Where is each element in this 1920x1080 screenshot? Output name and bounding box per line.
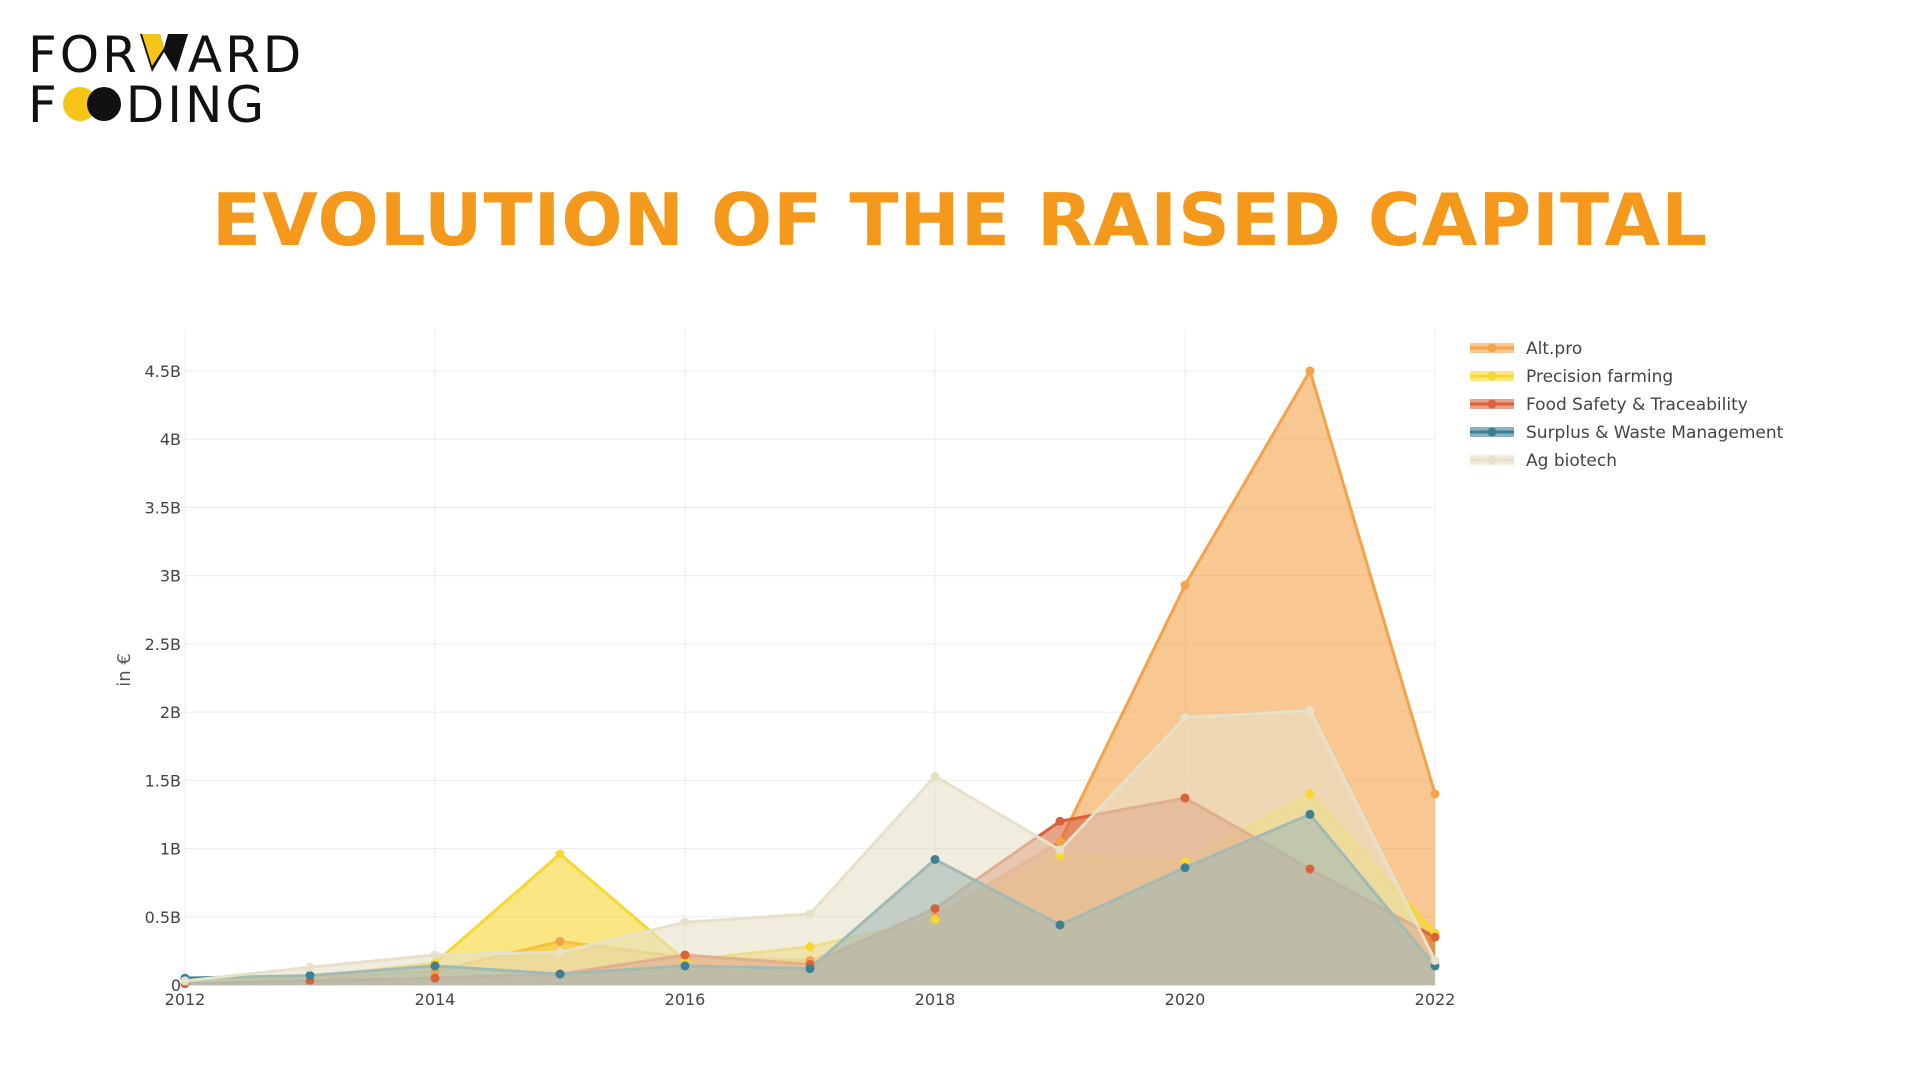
- logo-line-2: F DING: [28, 80, 267, 134]
- data-point-2-2: [431, 974, 440, 983]
- legend: Alt.pro Precision farming Food Safety & Tr…: [1470, 339, 1784, 471]
- data-point-2-10: [1431, 933, 1440, 942]
- legend-label: Precision farming: [1526, 367, 1673, 387]
- raised-capital-area-chart: 2012 2014 2016 2018 2020 2022 00.5B1B1.5B2B2.…: [0, 300, 1920, 1040]
- data-point-2-9: [1306, 865, 1315, 874]
- legend-swatch-marker: [1488, 372, 1497, 381]
- logo-text-f: F: [28, 76, 60, 134]
- x-tick-label: 2014: [415, 990, 456, 1009]
- data-point-2-6: [931, 904, 940, 913]
- data-point-1-6: [931, 915, 940, 924]
- x-tick-label: 2016: [665, 990, 706, 1009]
- data-point-0-10: [1431, 789, 1440, 798]
- data-point-3-3: [556, 970, 565, 979]
- logo-text-ding: DING: [126, 76, 267, 134]
- forward-fooding-logo: FOR ARD F DING: [28, 30, 328, 130]
- legend-label: Alt.pro: [1526, 339, 1582, 359]
- data-point-1-5: [806, 942, 815, 951]
- x-tick-label: 2018: [915, 990, 956, 1009]
- legend-label: Surplus & Waste Management: [1526, 423, 1784, 443]
- x-tick-label: 2020: [1165, 990, 1206, 1009]
- data-point-4-6: [931, 772, 940, 781]
- data-point-4-0: [181, 976, 190, 985]
- legend-label: Ag biotech: [1526, 451, 1617, 471]
- data-point-0-7: [1056, 837, 1065, 846]
- data-point-4-1: [306, 963, 315, 972]
- y-tick-label: 2B: [160, 703, 181, 722]
- y-tick-label: 3.5B: [145, 498, 181, 517]
- legend-swatch-marker: [1488, 456, 1497, 465]
- legend-item-0[interactable]: Alt.pro: [1470, 339, 1582, 359]
- x-axis: 2012 2014 2016 2018 2020 2022: [165, 985, 1456, 1009]
- logo-line-1: FOR ARD: [28, 30, 304, 82]
- legend-item-3[interactable]: Surplus & Waste Management: [1470, 423, 1784, 443]
- data-point-3-9: [1306, 810, 1315, 819]
- y-tick-label: 4B: [160, 430, 181, 449]
- y-tick-label: 0: [171, 976, 181, 995]
- y-axis-label: in €: [114, 653, 135, 687]
- y-tick-label: 1.5B: [145, 771, 181, 790]
- data-point-0-9: [1306, 366, 1315, 375]
- data-point-4-7: [1056, 845, 1065, 854]
- y-tick-label: 4.5B: [145, 362, 181, 381]
- data-point-4-2: [431, 950, 440, 959]
- data-point-2-4: [681, 950, 690, 959]
- data-point-3-2: [431, 961, 440, 970]
- data-point-3-5: [806, 964, 815, 973]
- page-title: EVOLUTION OF THE RAISED CAPITAL: [0, 178, 1920, 262]
- legend-item-1[interactable]: Precision farming: [1470, 367, 1673, 387]
- legend-item-2[interactable]: Food Safety & Traceability: [1470, 395, 1748, 415]
- y-tick-label: 1B: [160, 840, 181, 859]
- data-point-3-7: [1056, 920, 1065, 929]
- legend-swatch-marker: [1488, 428, 1497, 437]
- data-point-4-5: [806, 910, 815, 919]
- legend-item-4[interactable]: Ag biotech: [1470, 451, 1617, 471]
- data-point-4-10: [1431, 956, 1440, 965]
- data-point-0-8: [1181, 581, 1190, 590]
- data-point-2-8: [1181, 794, 1190, 803]
- x-tick-label: 2022: [1415, 990, 1456, 1009]
- legend-label: Food Safety & Traceability: [1526, 395, 1748, 415]
- data-point-2-7: [1056, 817, 1065, 826]
- legend-swatch-marker: [1488, 400, 1497, 409]
- data-point-3-8: [1181, 863, 1190, 872]
- data-point-1-9: [1306, 789, 1315, 798]
- y-tick-label: 3B: [160, 567, 181, 586]
- series-areas: [185, 371, 1435, 985]
- data-point-4-9: [1306, 706, 1315, 715]
- data-point-4-3: [556, 948, 565, 957]
- y-tick-label: 0.5B: [145, 908, 181, 927]
- logo-w-mark-icon: [140, 30, 188, 82]
- y-axis: 0 0.5B 1B 1.5B 2B 2.5B 3B 3.5B 4B 4.5B: [145, 362, 181, 995]
- legend-swatch-marker: [1488, 344, 1497, 353]
- data-point-3-1: [306, 971, 315, 980]
- data-point-4-4: [681, 918, 690, 927]
- data-point-4-8: [1181, 713, 1190, 722]
- data-point-0-3: [556, 937, 565, 946]
- data-point-3-6: [931, 855, 940, 864]
- y-tick-label: 2.5B: [145, 635, 181, 654]
- logo-circles-icon: [60, 80, 126, 134]
- data-point-3-4: [681, 961, 690, 970]
- data-point-1-3: [556, 850, 565, 859]
